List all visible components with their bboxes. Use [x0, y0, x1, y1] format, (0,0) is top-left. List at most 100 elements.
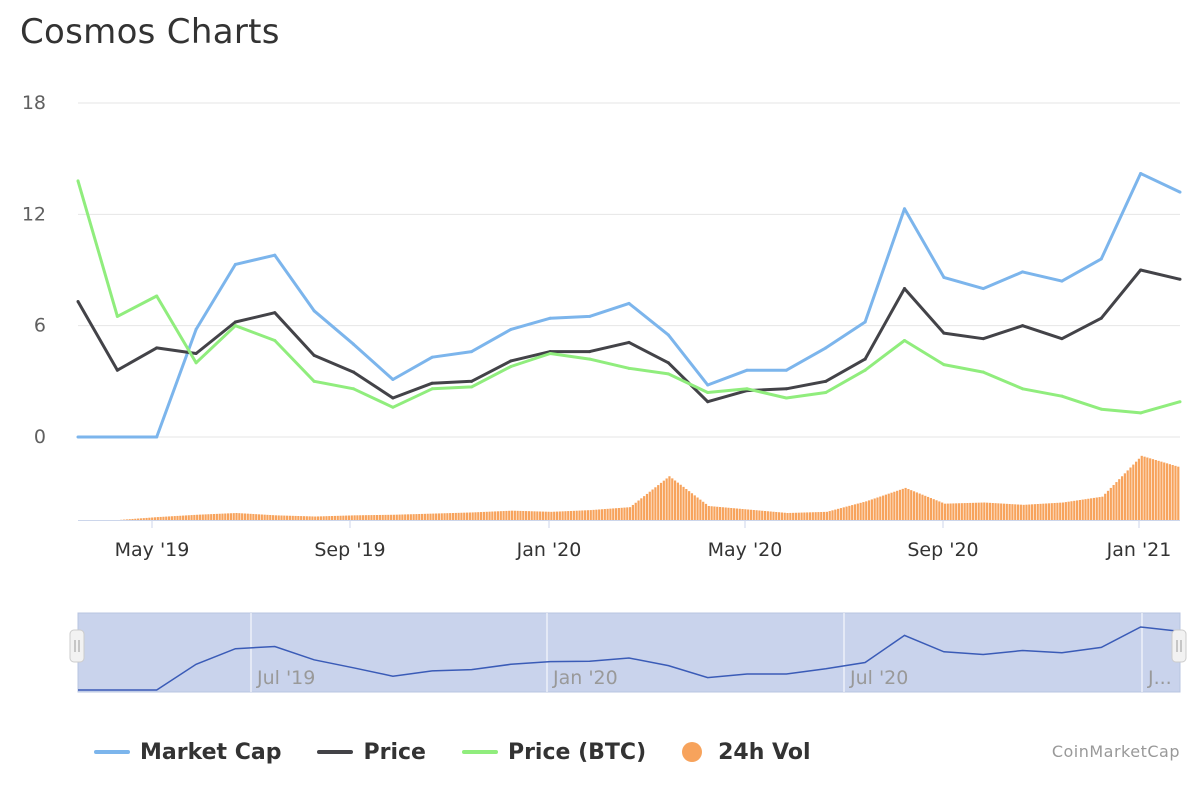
volume-bar: [148, 517, 151, 520]
volume-bar: [480, 512, 483, 520]
volume-bar: [238, 513, 241, 520]
volume-bar: [988, 502, 992, 520]
volume-bar: [1146, 457, 1149, 520]
series-line-market-cap[interactable]: [78, 172, 1181, 439]
legend-item-price[interactable]: Price: [317, 740, 426, 765]
data-point: [863, 368, 867, 372]
data-point: [666, 361, 670, 365]
x-tick-label: Sep '20: [907, 539, 978, 561]
volume-bar: [960, 503, 963, 520]
volume-bar: [814, 512, 817, 520]
volume-bar: [707, 506, 710, 520]
volume-bar: [536, 511, 539, 520]
data-point: [430, 381, 434, 385]
data-point: [548, 316, 552, 320]
volume-bar: [1019, 504, 1022, 520]
navigator-mask[interactable]: [77, 612, 1181, 693]
volume-bar: [137, 518, 140, 520]
volume-bar: [1042, 503, 1045, 520]
volume-bar: [966, 503, 969, 520]
volume-bar: [882, 495, 885, 520]
volume-bar: [432, 513, 435, 520]
volume-bar: [991, 503, 994, 520]
volume-bar: [1154, 460, 1157, 520]
data-point: [1021, 270, 1025, 274]
volume-bar: [221, 513, 224, 520]
legend: Market Cap Price Price (BTC) 24h Vol: [94, 734, 847, 770]
legend-item-24h-vol[interactable]: 24h Vol: [682, 739, 811, 765]
volume-bar: [620, 507, 623, 520]
volume-bar: [170, 516, 173, 520]
volume-bar: [629, 507, 632, 520]
volume-bar: [241, 513, 244, 520]
navigator-handle-left[interactable]: [69, 629, 85, 663]
volume-bar: [235, 513, 238, 520]
volume-bar: [212, 514, 216, 520]
volume-bar: [896, 490, 899, 520]
credits-link[interactable]: CoinMarketCap: [1051, 742, 1180, 761]
data-point: [784, 368, 788, 372]
volume-bar: [918, 493, 921, 520]
volume-bar: [645, 493, 649, 520]
volume-bar: [471, 512, 474, 520]
volume-bar: [179, 515, 182, 520]
data-point: [194, 352, 198, 355]
volume-bar: [499, 511, 502, 520]
volume-bar: [1053, 503, 1056, 520]
volume-bar: [201, 514, 204, 520]
data-point: [824, 390, 828, 394]
volume-bar: [603, 509, 606, 520]
navigator-handle-right[interactable]: [1171, 629, 1187, 663]
data-point: [1060, 337, 1064, 341]
volume-bar: [182, 515, 185, 520]
volume-bar: [1084, 499, 1087, 520]
volume-bar: [718, 507, 722, 520]
volume-bar: [803, 512, 806, 520]
series-line-price-btc[interactable]: [76, 180, 1181, 415]
legend-symbol: [317, 750, 354, 754]
volume-bar: [657, 485, 660, 520]
volume-bar: [485, 511, 488, 520]
volume-bar: [1016, 504, 1020, 520]
volume-bar: [1115, 482, 1118, 520]
data-point: [824, 379, 828, 383]
volume-bar: [297, 516, 300, 520]
data-point: [903, 287, 906, 291]
volume-bar: [260, 514, 263, 520]
volume-bar: [319, 516, 322, 520]
x-tick-label: Jan '20: [516, 539, 582, 561]
volume-bar: [505, 510, 508, 520]
volume-bar: [283, 515, 286, 520]
volume-bar: [246, 513, 249, 520]
volume-bar: [907, 489, 910, 520]
volume-bar: [898, 489, 902, 520]
data-point: [352, 342, 355, 346]
volume-bar: [963, 503, 966, 520]
legend-item-price-btc[interactable]: Price (BTC): [461, 740, 646, 765]
volume-bar: [797, 512, 800, 520]
data-point: [273, 339, 277, 343]
volume-bar: [491, 511, 494, 520]
data-point: [627, 340, 631, 344]
volume-bar: [204, 514, 207, 520]
volume-bar: [420, 513, 424, 520]
data-point: [509, 327, 513, 331]
data-point: [706, 390, 710, 394]
volume-bar: [735, 508, 739, 520]
volume-bar: [1101, 496, 1104, 520]
volume-bar: [671, 478, 674, 520]
volume-bar: [1104, 493, 1107, 520]
volume-bar: [662, 480, 665, 520]
legend-item-market-cap[interactable]: Market Cap: [94, 740, 281, 765]
series-line-price[interactable]: [76, 268, 1181, 404]
volume-bar: [623, 507, 626, 520]
navigator[interactable]: Jul '19 Jan '20 Jul '20 J...: [69, 612, 1187, 693]
volume-bar: [974, 502, 977, 520]
volume-bar: [316, 516, 320, 520]
legend-label: 24h Vol: [718, 739, 811, 765]
volume-bar: [1112, 485, 1115, 520]
volume-bar: [676, 482, 679, 520]
data-point: [233, 320, 237, 324]
volume-bar: [763, 511, 767, 520]
data-point: [76, 300, 80, 304]
